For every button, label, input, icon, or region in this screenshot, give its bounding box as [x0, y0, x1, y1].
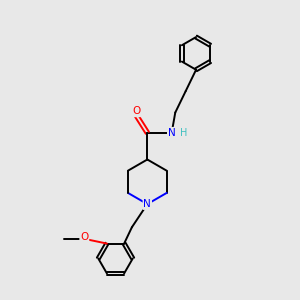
- Text: N: N: [168, 128, 176, 138]
- Text: N: N: [143, 199, 151, 209]
- Text: O: O: [132, 106, 140, 116]
- Text: H: H: [181, 128, 188, 138]
- Text: O: O: [80, 232, 88, 242]
